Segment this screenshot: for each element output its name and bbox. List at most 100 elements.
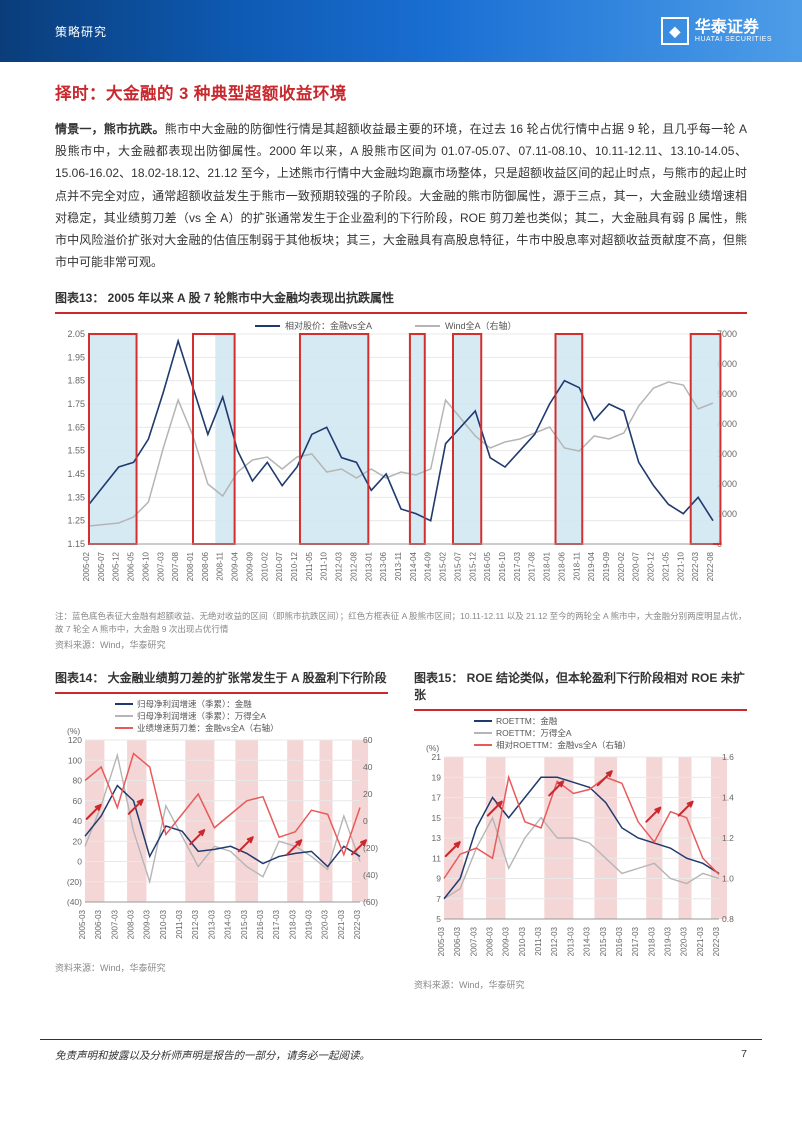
page-number: 7 <box>741 1048 747 1063</box>
logo-cn: 华泰证券 <box>695 20 772 36</box>
svg-text:(%): (%) <box>426 743 439 753</box>
svg-text:2019-03: 2019-03 <box>663 926 672 956</box>
svg-text:2018-03: 2018-03 <box>288 909 297 939</box>
svg-text:2008-03: 2008-03 <box>127 909 136 939</box>
svg-text:2020-03: 2020-03 <box>680 926 689 956</box>
svg-text:2005-02: 2005-02 <box>82 552 91 582</box>
chart15-source: 资料来源：Wind，华泰研究 <box>414 978 747 991</box>
svg-text:2005-07: 2005-07 <box>97 552 106 582</box>
chart15-svg: 5791113151719210.81.01.21.41.6(%)2005-03… <box>414 713 747 971</box>
svg-text:2013-06: 2013-06 <box>379 552 388 582</box>
chart14: (40)(20)020406080100120(60)(40)(20)02040… <box>55 692 388 959</box>
svg-text:2006-05: 2006-05 <box>127 552 136 582</box>
svg-text:2018-06: 2018-06 <box>557 552 566 582</box>
svg-text:2019-09: 2019-09 <box>602 552 611 582</box>
svg-text:(60): (60) <box>363 897 378 907</box>
svg-text:(20): (20) <box>67 877 82 887</box>
svg-text:2010-02: 2010-02 <box>260 552 269 582</box>
svg-text:1.65: 1.65 <box>67 423 85 433</box>
svg-text:13: 13 <box>432 833 442 843</box>
svg-text:2021-03: 2021-03 <box>696 926 705 956</box>
svg-text:2013-01: 2013-01 <box>364 552 373 582</box>
svg-text:1.55: 1.55 <box>67 446 85 456</box>
svg-text:ROETTM：金融: ROETTM：金融 <box>496 716 558 726</box>
svg-text:2010-03: 2010-03 <box>518 926 527 956</box>
svg-text:2005-03: 2005-03 <box>437 926 446 956</box>
svg-text:2015-03: 2015-03 <box>240 909 249 939</box>
chart13-note: 注：蓝色底色表征大金融有超额收益、无绝对收益的区间（即熊市抗跌区间）；红色方框表… <box>55 610 747 636</box>
svg-text:2014-09: 2014-09 <box>424 552 433 582</box>
svg-text:20: 20 <box>363 789 373 799</box>
chart14-source: 资料来源：Wind，华泰研究 <box>55 961 388 974</box>
svg-text:2018-11: 2018-11 <box>572 552 581 581</box>
chart13-title: 图表13： 2005 年以来 A 股 7 轮熊市中大金融均表现出抗跌属性 <box>55 289 747 306</box>
svg-text:1.85: 1.85 <box>67 376 85 386</box>
svg-text:2018-03: 2018-03 <box>647 926 656 956</box>
svg-text:归母净利润增速（季累）：金融: 归母净利润增速（季累）：金融 <box>137 699 252 709</box>
svg-text:15: 15 <box>432 813 442 823</box>
svg-text:1.6: 1.6 <box>722 752 734 762</box>
svg-text:2020-03: 2020-03 <box>321 909 330 939</box>
svg-text:1.45: 1.45 <box>67 469 85 479</box>
svg-text:0: 0 <box>363 816 368 826</box>
svg-text:2015-03: 2015-03 <box>599 926 608 956</box>
svg-text:2013-03: 2013-03 <box>566 926 575 956</box>
svg-text:2017-08: 2017-08 <box>528 552 537 582</box>
svg-text:2021-03: 2021-03 <box>337 909 346 939</box>
svg-text:2020-12: 2020-12 <box>647 552 656 582</box>
svg-text:2016-10: 2016-10 <box>498 552 507 582</box>
svg-text:40: 40 <box>363 762 373 772</box>
svg-text:2009-03: 2009-03 <box>502 926 511 956</box>
svg-text:2005-03: 2005-03 <box>78 909 87 939</box>
svg-text:2019-03: 2019-03 <box>304 909 313 939</box>
svg-text:2010-07: 2010-07 <box>275 552 284 582</box>
svg-text:相对股价：金融vs全A: 相对股价：金融vs全A <box>285 320 372 331</box>
svg-text:2.05: 2.05 <box>67 329 85 339</box>
svg-text:1.75: 1.75 <box>67 399 85 409</box>
svg-text:相对ROETTM：金融vs全A（右轴）: 相对ROETTM：金融vs全A（右轴） <box>496 740 631 750</box>
svg-text:业绩增速剪刀差：金融vs全A（右轴）: 业绩增速剪刀差：金融vs全A（右轴） <box>137 723 279 733</box>
svg-text:2015-02: 2015-02 <box>439 552 448 582</box>
svg-text:2012-03: 2012-03 <box>335 552 344 582</box>
svg-text:2007-03: 2007-03 <box>156 552 165 582</box>
svg-text:2012-08: 2012-08 <box>349 552 358 582</box>
svg-text:2009-04: 2009-04 <box>231 552 240 582</box>
svg-text:2008-01: 2008-01 <box>186 552 195 582</box>
svg-text:2012-03: 2012-03 <box>550 926 559 956</box>
logo: ◆ 华泰证券 HUATAI SECURITIES <box>661 17 772 45</box>
svg-text:2006-03: 2006-03 <box>453 926 462 956</box>
svg-text:5: 5 <box>436 914 441 924</box>
svg-text:2012-03: 2012-03 <box>191 909 200 939</box>
svg-text:1.25: 1.25 <box>67 516 85 526</box>
doc-category: 策略研究 <box>55 23 107 40</box>
svg-text:2009-03: 2009-03 <box>143 909 152 939</box>
svg-text:1.2: 1.2 <box>722 833 734 843</box>
svg-text:40: 40 <box>73 816 83 826</box>
svg-text:2016-03: 2016-03 <box>256 909 265 939</box>
chart15: 5791113151719210.81.01.21.41.6(%)2005-03… <box>414 709 747 976</box>
svg-text:2009-09: 2009-09 <box>245 552 254 582</box>
paragraph-lead: 情景一，熊市抗跌。 <box>55 122 165 136</box>
section-title: 择时：大金融的 3 种典型超额收益环境 <box>55 80 747 104</box>
svg-text:100: 100 <box>68 755 82 765</box>
svg-text:1.15: 1.15 <box>67 539 85 549</box>
svg-text:2016-05: 2016-05 <box>483 552 492 582</box>
paragraph-text: 熊市中大金融的防御性行情是其超额收益最主要的环境，在过去 16 轮占优行情中占据… <box>55 122 747 269</box>
svg-text:2007-03: 2007-03 <box>469 926 478 956</box>
svg-text:2014-03: 2014-03 <box>224 909 233 939</box>
body-paragraph: 情景一，熊市抗跌。熊市中大金融的防御性行情是其超额收益最主要的环境，在过去 16… <box>55 118 747 273</box>
svg-text:2015-07: 2015-07 <box>453 552 462 582</box>
svg-text:19: 19 <box>432 772 442 782</box>
svg-text:2011-05: 2011-05 <box>305 552 314 581</box>
svg-text:2010-03: 2010-03 <box>159 909 168 939</box>
footer-disclaimer: 免责声明和披露以及分析师声明是报告的一部分，请务必一起阅读。 <box>55 1048 370 1063</box>
svg-text:2017-03: 2017-03 <box>513 552 522 582</box>
svg-text:7: 7 <box>436 894 441 904</box>
svg-text:(40): (40) <box>67 897 82 907</box>
svg-text:2006-03: 2006-03 <box>94 909 103 939</box>
svg-text:11: 11 <box>432 853 441 863</box>
svg-text:2007-08: 2007-08 <box>171 552 180 582</box>
svg-text:2011-03: 2011-03 <box>534 926 543 955</box>
logo-icon: ◆ <box>661 17 689 45</box>
svg-text:2017-03: 2017-03 <box>631 926 640 956</box>
